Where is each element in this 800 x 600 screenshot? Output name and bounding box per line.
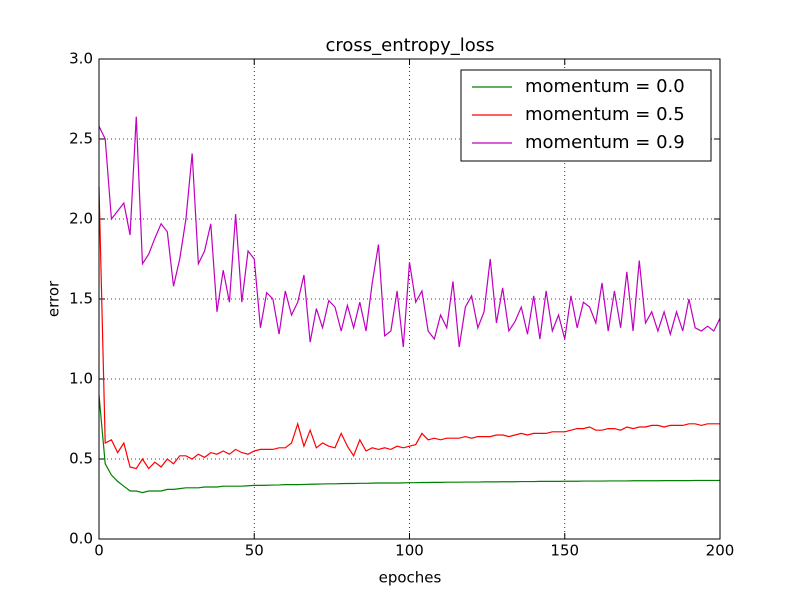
y-tick-label: 1.5 [69,290,93,308]
x-tick-label: 50 [245,542,264,560]
x-tick-label: 150 [550,542,579,560]
y-tick-label: 2.5 [69,130,93,148]
series-line [98,394,720,494]
x-tick-label: 200 [706,542,735,560]
x-tick-label: 100 [395,542,424,560]
series-line [98,116,721,348]
y-axis-label: error [45,280,63,317]
y-tick-label: 1.0 [69,370,93,388]
plot-frame [98,58,721,540]
legend-label: momentum = 0.0 [525,76,685,97]
x-axis-label: epoches [379,569,442,587]
y-tick-label: 0.5 [69,450,93,468]
y-tick-label: 2.0 [69,210,93,228]
x-tick-label: 0 [94,542,104,560]
legend-label: momentum = 0.9 [525,132,685,153]
legend-label: momentum = 0.5 [525,104,685,125]
chart-title: cross_entropy_loss [325,35,494,56]
series-line [98,186,720,470]
y-tick-label: 3.0 [69,50,93,68]
y-tick-label: 0.0 [69,530,93,548]
